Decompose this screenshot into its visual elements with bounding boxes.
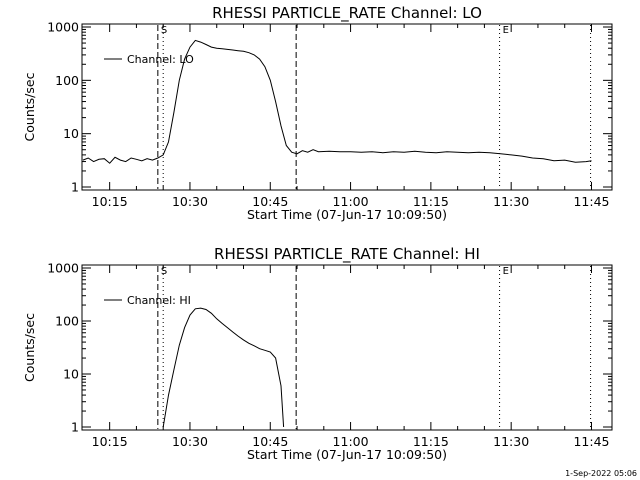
x-axis-label: Start Time (07-Jun-17 10:09:50) bbox=[247, 207, 447, 222]
chart-panel-lo: RHESSI PARTICLE_RATE Channel: LO 10:15 10:… bbox=[22, 4, 613, 222]
y-axis-label: Counts/sec bbox=[22, 72, 37, 141]
x-tick-label: 11:45 bbox=[573, 434, 609, 449]
legend-entry: Channel: HI bbox=[127, 294, 191, 307]
chart-title: RHESSI PARTICLE_RATE Channel: HI bbox=[214, 245, 480, 264]
y-tick-label: 100 bbox=[55, 73, 79, 88]
plot-frame bbox=[81, 264, 613, 431]
x-tick-label: 10:45 bbox=[252, 194, 288, 209]
x-tick-label: 11:30 bbox=[493, 194, 529, 209]
series-line bbox=[82, 39, 592, 164]
chart-panel-hi: RHESSI PARTICLE_RATE Channel: HI 10:15 10:… bbox=[22, 245, 613, 462]
marker-label: E bbox=[503, 266, 509, 277]
x-tick-label: 11:15 bbox=[413, 194, 449, 209]
y-tick-label: 1000 bbox=[47, 261, 79, 276]
series-line bbox=[162, 307, 285, 428]
x-tick-label: 11:15 bbox=[413, 434, 449, 449]
y-tick-label: 1 bbox=[71, 180, 79, 195]
y-tick-label: 100 bbox=[55, 314, 79, 329]
x-axis-label: Start Time (07-Jun-17 10:09:50) bbox=[247, 447, 447, 462]
legend-entry: Channel: LO bbox=[127, 53, 194, 66]
marker-label: S bbox=[161, 25, 167, 36]
x-tick-label: 10:45 bbox=[252, 434, 288, 449]
x-tick-label: 10:15 bbox=[92, 434, 128, 449]
x-tick-label: 11:00 bbox=[333, 194, 369, 209]
y-tick-label: 10 bbox=[63, 126, 79, 141]
chart-title: RHESSI PARTICLE_RATE Channel: LO bbox=[212, 4, 482, 23]
footer-timestamp: 1-Sep-2022 05:06 bbox=[565, 469, 637, 478]
plot-frame bbox=[81, 23, 613, 191]
x-tick-label: 10:15 bbox=[92, 194, 128, 209]
x-tick-label: 11:45 bbox=[573, 194, 609, 209]
x-tick-label: 10:30 bbox=[172, 194, 208, 209]
y-axis-label: Counts/sec bbox=[22, 313, 37, 382]
marker-label: E bbox=[503, 25, 509, 36]
x-tick-label: 11:00 bbox=[333, 434, 369, 449]
y-tick-label: 1000 bbox=[47, 20, 79, 35]
y-tick-label: 10 bbox=[63, 367, 79, 382]
marker-label: S bbox=[161, 266, 167, 277]
y-tick-label: 1 bbox=[71, 420, 79, 435]
x-tick-label: 11:30 bbox=[493, 434, 529, 449]
x-tick-label: 10:30 bbox=[172, 434, 208, 449]
